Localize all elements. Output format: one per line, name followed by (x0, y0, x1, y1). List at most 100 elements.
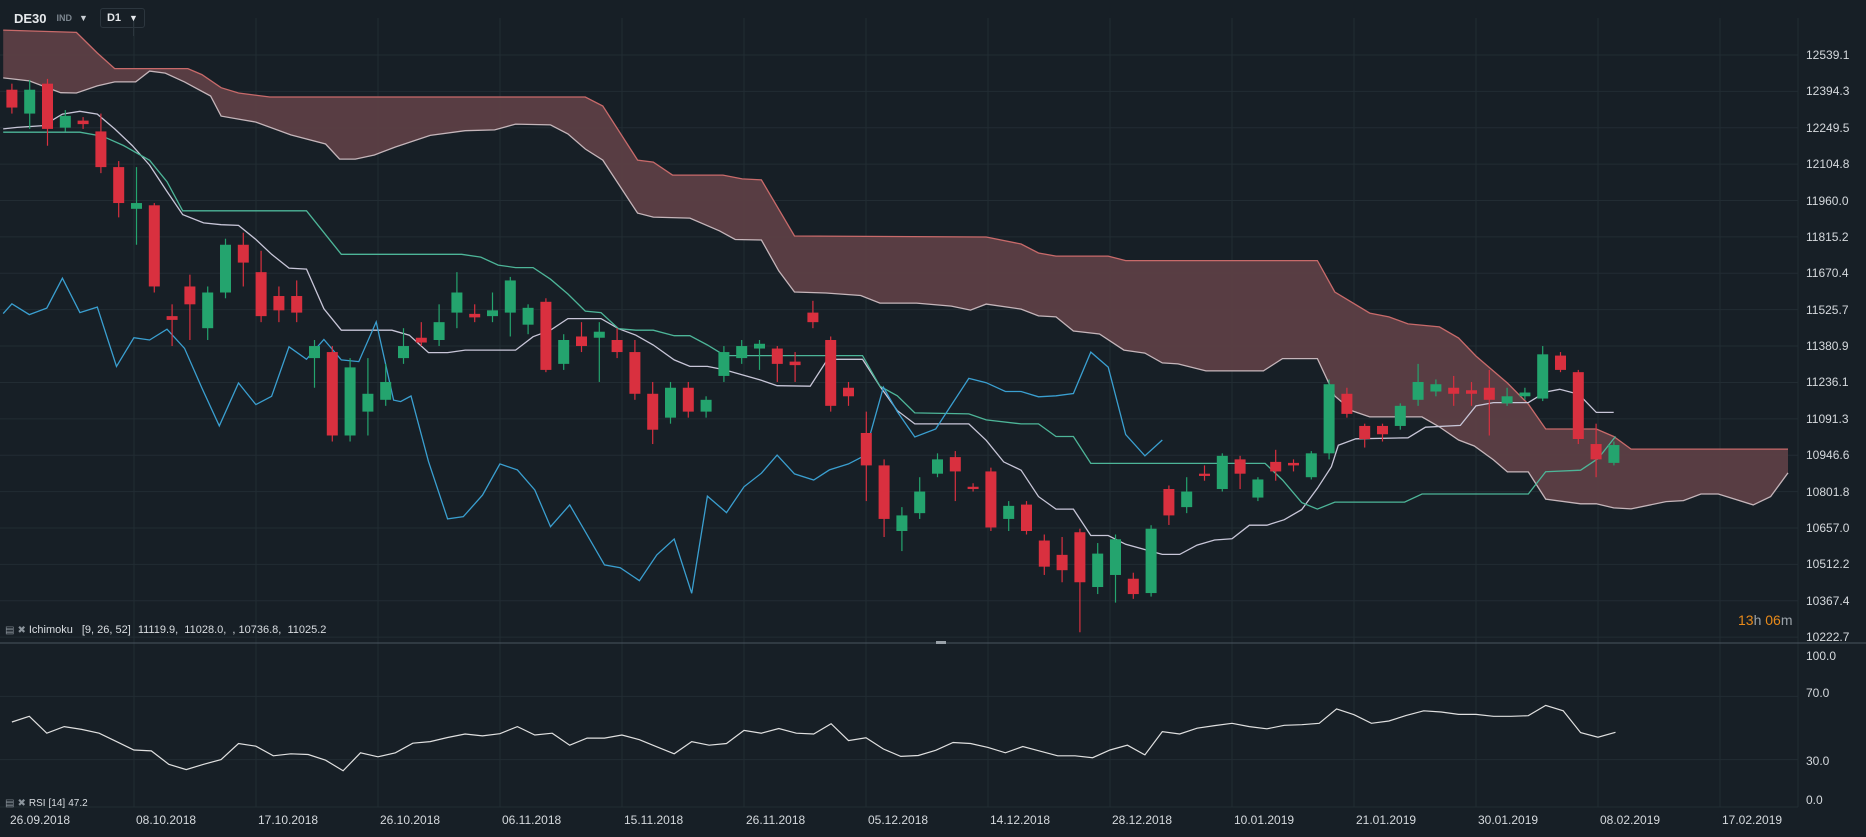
candle[interactable] (682, 381, 694, 418)
candle[interactable] (1270, 449, 1282, 481)
candle[interactable] (326, 346, 338, 442)
candle[interactable] (1537, 346, 1549, 402)
candle[interactable] (558, 334, 570, 370)
candle[interactable] (1092, 543, 1104, 595)
candle[interactable] (451, 272, 463, 329)
candle[interactable] (1359, 423, 1371, 448)
candle[interactable] (59, 110, 71, 132)
candle[interactable] (1341, 387, 1353, 418)
candle[interactable] (148, 203, 160, 293)
candle[interactable] (878, 459, 890, 538)
candle[interactable] (860, 411, 872, 502)
candle[interactable] (1305, 451, 1317, 480)
candle[interactable] (1127, 572, 1139, 599)
candle[interactable] (1110, 534, 1121, 603)
indicator-settings-icon[interactable]: ▤ (5, 798, 15, 809)
symbol-dropdown-icon[interactable]: ▼ (79, 13, 88, 23)
candle[interactable] (1412, 363, 1424, 406)
candle[interactable] (1199, 465, 1210, 481)
candle[interactable] (1394, 403, 1406, 430)
candle[interactable] (1430, 379, 1442, 397)
candle[interactable] (647, 381, 659, 445)
candle[interactable] (362, 358, 374, 436)
pane-resize-handle[interactable] (936, 641, 946, 644)
candle[interactable] (1501, 387, 1513, 406)
candle[interactable] (1377, 423, 1388, 442)
timeframe-select[interactable]: D1 ▼ (99, 8, 145, 28)
candle[interactable] (202, 286, 214, 340)
candle[interactable] (896, 507, 908, 552)
candle[interactable] (291, 280, 303, 323)
candle[interactable] (771, 346, 783, 382)
candle[interactable] (487, 292, 498, 323)
candle[interactable] (736, 339, 748, 364)
indicator-settings-icon[interactable]: ▤ (5, 624, 15, 636)
candle[interactable] (131, 167, 142, 245)
candle[interactable] (1466, 381, 1477, 406)
candle[interactable] (1608, 441, 1620, 466)
candle[interactable] (1074, 528, 1086, 633)
candle[interactable] (611, 328, 623, 359)
candle[interactable] (184, 274, 196, 340)
candle[interactable] (985, 467, 997, 531)
candle[interactable] (1003, 501, 1015, 531)
candle[interactable] (504, 276, 516, 337)
candle[interactable] (398, 328, 409, 364)
candle[interactable] (700, 396, 712, 418)
indicator-remove-icon[interactable]: ✖ (17, 798, 26, 809)
candle[interactable] (95, 113, 107, 174)
candle[interactable] (949, 451, 961, 502)
candle[interactable] (1056, 537, 1068, 583)
candle[interactable] (309, 339, 320, 388)
indicator-remove-icon[interactable]: ✖ (17, 624, 26, 636)
candle[interactable] (1021, 501, 1032, 535)
candle[interactable] (932, 453, 943, 478)
candle[interactable] (1555, 352, 1566, 373)
candle[interactable] (754, 339, 765, 370)
rsi-pane[interactable] (11, 704, 1616, 772)
candle[interactable] (1323, 379, 1335, 460)
candle[interactable] (255, 250, 267, 323)
candle[interactable] (807, 300, 819, 329)
candle[interactable] (113, 161, 125, 218)
candle[interactable] (593, 322, 605, 382)
candle[interactable] (433, 304, 445, 347)
candle[interactable] (1572, 369, 1584, 445)
candle[interactable] (24, 79, 36, 129)
candle[interactable] (415, 322, 427, 347)
candle[interactable] (1590, 423, 1602, 478)
candle[interactable] (1181, 477, 1193, 514)
candle[interactable] (1216, 453, 1228, 492)
candle[interactable] (42, 78, 53, 146)
candle[interactable] (789, 352, 801, 382)
candle[interactable] (540, 298, 552, 373)
candle[interactable] (237, 232, 249, 287)
candle[interactable] (273, 286, 285, 323)
candle[interactable] (77, 117, 89, 129)
price-pane[interactable] (2, 29, 1789, 633)
candle[interactable] (967, 483, 979, 492)
candle[interactable] (665, 381, 676, 424)
candle[interactable] (843, 381, 854, 406)
candle[interactable] (469, 304, 481, 323)
symbol-label[interactable]: DE30 (14, 10, 47, 26)
candle[interactable] (825, 336, 837, 412)
candle[interactable] (344, 358, 356, 442)
candle[interactable] (1234, 455, 1246, 490)
candle[interactable] (1288, 459, 1299, 472)
candle[interactable] (629, 339, 641, 400)
candle[interactable] (914, 477, 926, 519)
candle[interactable] (166, 304, 178, 347)
candle[interactable] (718, 346, 730, 382)
candle[interactable] (576, 322, 587, 353)
candle[interactable] (1448, 375, 1460, 406)
candle[interactable] (1038, 534, 1050, 575)
candle[interactable] (1519, 387, 1531, 400)
candle[interactable] (220, 238, 231, 299)
candle[interactable] (1163, 485, 1175, 525)
candle[interactable] (1145, 525, 1157, 597)
candle[interactable] (380, 363, 392, 406)
candle[interactable] (522, 304, 534, 335)
candle[interactable] (1252, 477, 1264, 502)
